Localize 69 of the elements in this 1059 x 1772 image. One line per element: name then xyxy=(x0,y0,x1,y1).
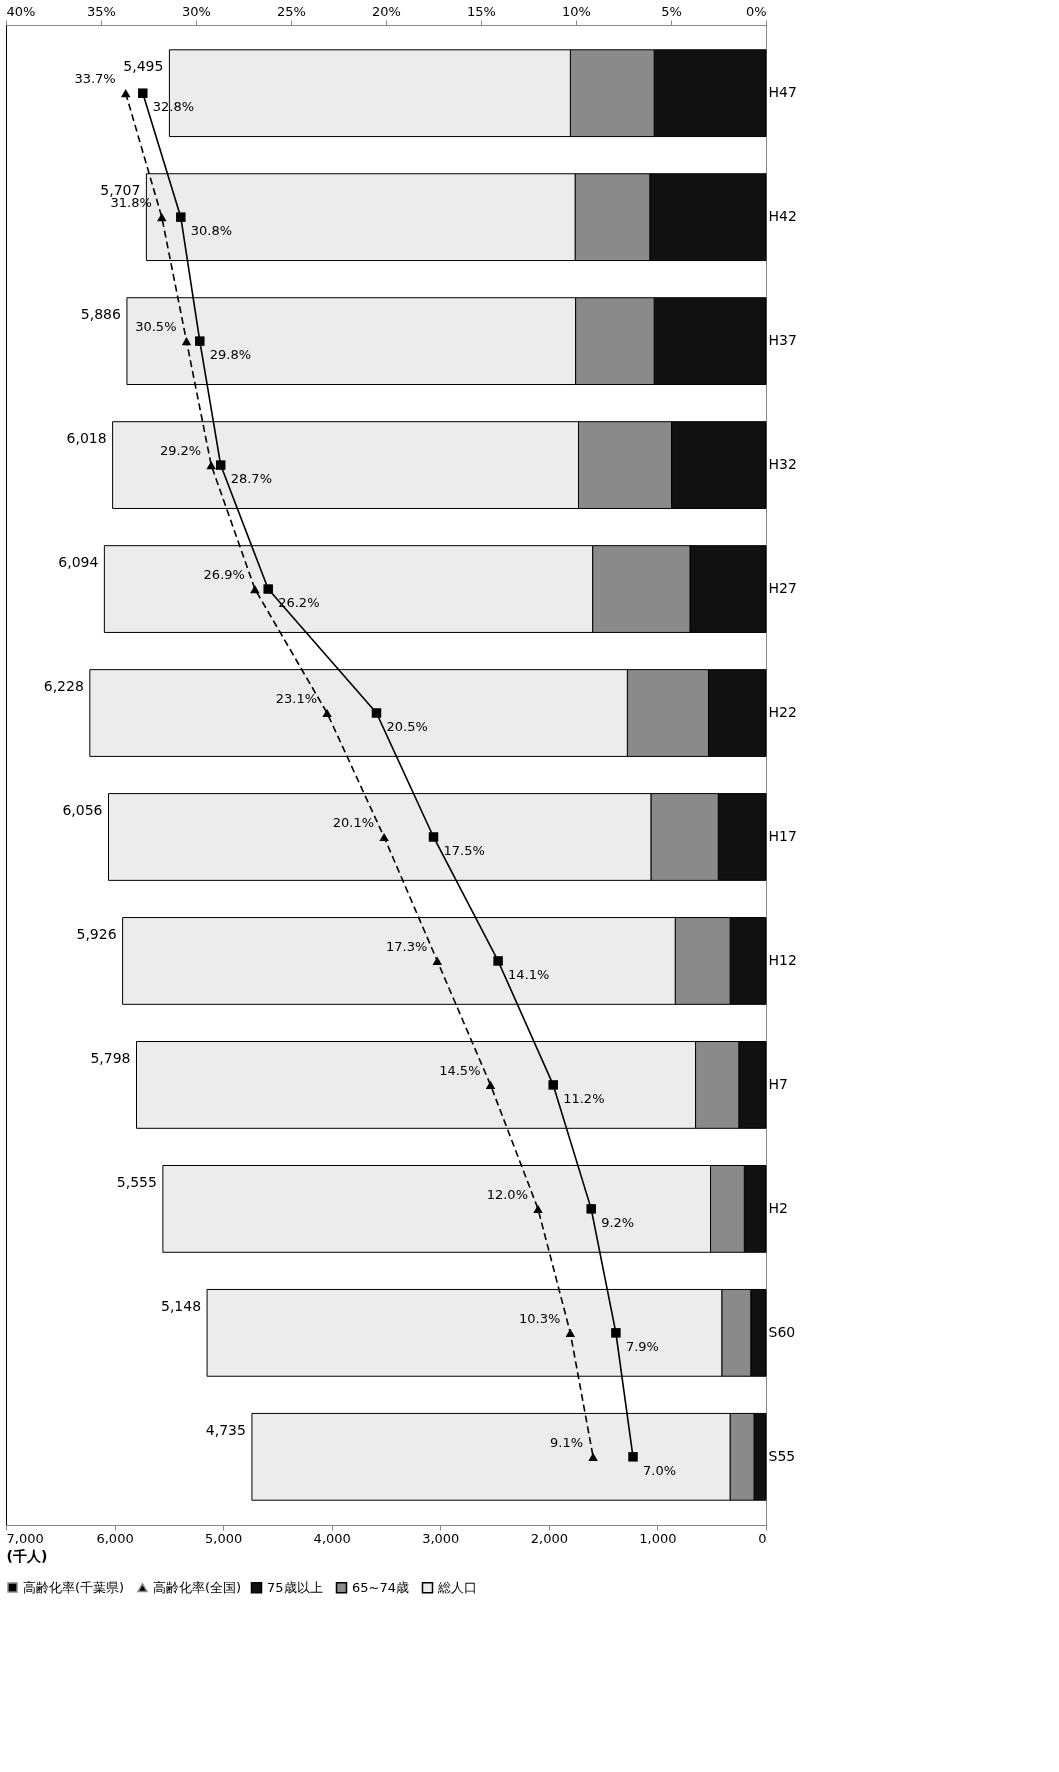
data-label: 26.9% xyxy=(203,567,245,583)
legend-label: 総人口 xyxy=(437,1579,477,1595)
x-tick-label: 2,000 xyxy=(530,1530,568,1546)
data-label: 23.1% xyxy=(275,691,318,707)
data-label: 14.1% xyxy=(508,966,550,982)
x-tick-label: 6,000 xyxy=(96,1530,134,1546)
y-tick-label: H37 xyxy=(768,332,797,349)
data-label: 20.5% xyxy=(386,719,428,735)
x-tick-label: 7,000 xyxy=(6,1530,44,1546)
data-label: 7.9% xyxy=(625,1338,659,1354)
y-tick-label: S55 xyxy=(768,1447,796,1464)
data-label: 26.2% xyxy=(278,595,320,611)
x-tick-label: 1,000 xyxy=(639,1530,677,1546)
total-label: 5,707 xyxy=(100,182,141,199)
total-label: 6,228 xyxy=(43,678,84,695)
y-tick-label: H27 xyxy=(768,580,797,597)
data-label: 30.5% xyxy=(135,319,177,335)
total-label: 5,555 xyxy=(116,1173,157,1190)
x2-tick-label: 0% xyxy=(745,3,767,19)
x2-tick-label: 25% xyxy=(277,3,306,19)
total-label: 5,495 xyxy=(123,58,164,75)
total-label: 6,018 xyxy=(66,430,107,447)
x-tick-label: 3,000 xyxy=(422,1530,460,1546)
data-label: 9.2% xyxy=(601,1214,635,1230)
data-label: 33.7% xyxy=(74,71,116,87)
total-label: 4,735 xyxy=(205,1421,246,1438)
y-tick-label: H12 xyxy=(768,951,797,968)
total-label: 5,148 xyxy=(160,1297,202,1314)
data-label: 30.8% xyxy=(190,223,233,239)
x2-tick-label: 40% xyxy=(6,3,36,19)
y-tick-label: H7 xyxy=(768,1075,788,1092)
y-tick-label: H2 xyxy=(768,1199,788,1216)
x-tick-label: 0 xyxy=(758,1530,767,1546)
data-label: 12.0% xyxy=(486,1186,528,1202)
legend-label: 75歳以上 xyxy=(267,1579,323,1595)
total-label: 5,798 xyxy=(90,1049,131,1066)
data-label: 7.0% xyxy=(643,1462,677,1478)
legend-label: 高齢化率(全国) xyxy=(153,1579,242,1595)
total-label: 6,094 xyxy=(58,554,99,571)
x-axis-title: (千人) xyxy=(6,1547,48,1564)
total-label: 5,926 xyxy=(76,925,117,942)
y-tick-label: H32 xyxy=(768,456,797,473)
data-label: 17.5% xyxy=(443,842,485,858)
y-tick-label: H47 xyxy=(768,84,797,101)
x2-tick-label: 5% xyxy=(661,3,682,19)
legend-label: 高齢化率(千葉県) xyxy=(23,1579,125,1595)
y-tick-label: H17 xyxy=(768,827,797,844)
y-tick-label: H42 xyxy=(768,208,797,225)
data-label: 17.3% xyxy=(385,938,428,954)
data-label: 29.8% xyxy=(209,347,252,363)
y-tick-label: S60 xyxy=(768,1323,796,1340)
data-label: 9.1% xyxy=(550,1434,584,1450)
total-label: 5,886 xyxy=(80,306,122,323)
data-label: 20.1% xyxy=(332,814,375,830)
x-tick-label: 4,000 xyxy=(313,1530,351,1546)
data-label: 10.3% xyxy=(518,1310,561,1326)
total-label: 6,056 xyxy=(62,801,103,818)
data-label: 14.5% xyxy=(439,1062,481,1078)
x2-tick-label: 30% xyxy=(182,3,211,19)
data-label: 11.2% xyxy=(563,1090,605,1106)
data-label: 29.2% xyxy=(159,443,202,459)
y-tick-label: H22 xyxy=(768,704,797,721)
x2-tick-label: 15% xyxy=(467,3,496,19)
x2-tick-label: 10% xyxy=(562,3,591,19)
x2-tick-label: 20% xyxy=(372,3,401,19)
x-tick-label: 5,000 xyxy=(205,1530,243,1546)
x2-tick-label: 35% xyxy=(87,3,116,19)
data-label: 28.7% xyxy=(230,471,273,487)
legend-label: 65~74歳 xyxy=(352,1579,409,1595)
